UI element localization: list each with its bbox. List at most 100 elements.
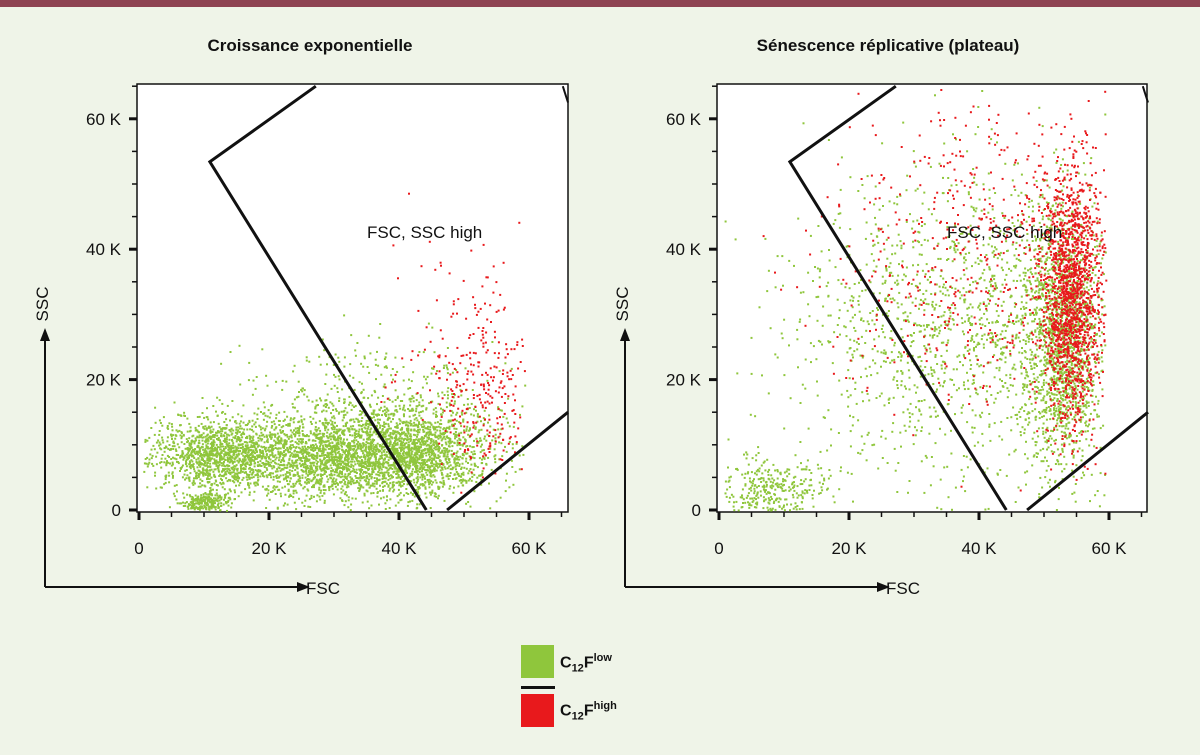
point-low xyxy=(304,463,307,466)
point-low xyxy=(289,429,292,432)
point-low xyxy=(439,460,442,463)
point-low xyxy=(435,426,438,429)
point-low xyxy=(193,502,196,505)
point-low xyxy=(254,474,257,477)
point-low xyxy=(411,408,414,411)
point-low xyxy=(208,456,211,459)
point-low xyxy=(415,462,418,465)
point-low xyxy=(458,479,461,482)
point-low xyxy=(391,476,394,479)
point-low xyxy=(476,413,479,416)
point-low xyxy=(370,477,373,480)
point-low xyxy=(388,417,391,420)
point-low xyxy=(330,427,333,429)
point-low xyxy=(360,392,363,395)
point-low xyxy=(365,467,368,470)
point-low xyxy=(261,348,264,351)
point-low xyxy=(416,490,419,493)
point-low xyxy=(243,451,246,454)
point-low xyxy=(191,502,194,505)
point-low xyxy=(415,468,418,470)
point-low xyxy=(300,415,303,418)
point-low xyxy=(385,467,388,470)
point-low xyxy=(412,441,415,444)
point-low xyxy=(333,462,336,465)
point-low xyxy=(236,467,239,470)
point-low xyxy=(191,454,194,457)
point-low xyxy=(253,465,256,468)
point-low xyxy=(348,401,351,404)
point-low xyxy=(404,432,407,435)
point-low xyxy=(420,417,423,420)
point-low xyxy=(369,435,371,438)
point-low xyxy=(214,475,217,478)
point-low xyxy=(335,447,338,450)
point-low xyxy=(184,502,187,505)
point-low xyxy=(419,463,422,466)
point-low xyxy=(209,489,212,492)
point-low xyxy=(276,470,279,473)
point-low xyxy=(321,444,324,447)
point-low xyxy=(390,436,393,439)
point-low xyxy=(280,495,282,498)
point-low xyxy=(210,505,213,508)
point-low xyxy=(366,458,369,461)
point-low xyxy=(434,463,437,466)
point-low xyxy=(429,426,432,429)
point-low xyxy=(264,414,267,417)
point-low xyxy=(459,447,462,450)
point-low xyxy=(418,404,421,407)
point-low xyxy=(261,451,264,454)
point-low xyxy=(449,472,452,474)
point-low xyxy=(332,493,335,496)
point-low xyxy=(396,458,399,461)
point-low xyxy=(295,491,298,494)
point-low xyxy=(203,505,206,508)
point-low xyxy=(397,468,399,471)
point-low xyxy=(429,482,431,484)
point-low xyxy=(375,446,378,449)
point-low xyxy=(219,453,221,456)
point-low xyxy=(233,457,236,460)
point-low xyxy=(290,447,293,449)
point-low xyxy=(415,456,418,459)
point-low xyxy=(498,458,501,461)
point-low xyxy=(236,475,239,478)
point-low xyxy=(446,430,449,433)
point-low xyxy=(296,429,299,432)
point-low xyxy=(288,462,291,465)
point-low xyxy=(421,386,424,389)
point-low xyxy=(424,440,427,443)
point-low xyxy=(383,426,386,428)
point-low xyxy=(323,457,326,460)
point-low xyxy=(215,443,218,446)
point-low xyxy=(389,441,392,444)
point-low xyxy=(148,458,151,461)
point-low xyxy=(396,426,399,429)
point-low xyxy=(393,488,396,491)
point-low xyxy=(232,436,235,439)
point-low xyxy=(371,468,374,471)
point-low xyxy=(433,495,436,498)
point-low xyxy=(286,415,289,418)
point-low xyxy=(296,410,299,413)
point-low xyxy=(155,487,158,490)
point-low xyxy=(393,452,396,455)
point-low xyxy=(227,500,229,503)
point-low xyxy=(154,474,156,477)
point-low xyxy=(249,428,252,431)
point-low xyxy=(257,479,259,482)
point-low xyxy=(360,425,363,428)
point-low xyxy=(314,449,317,451)
point-low xyxy=(290,463,293,466)
point-low xyxy=(246,478,249,481)
point-low xyxy=(281,388,284,391)
point-low xyxy=(434,421,437,424)
point-low xyxy=(342,468,345,471)
point-low xyxy=(208,447,211,450)
point-low xyxy=(354,481,357,484)
point-low xyxy=(293,501,296,504)
point-low xyxy=(340,487,343,490)
point-low xyxy=(494,437,497,440)
point-low xyxy=(381,425,384,427)
